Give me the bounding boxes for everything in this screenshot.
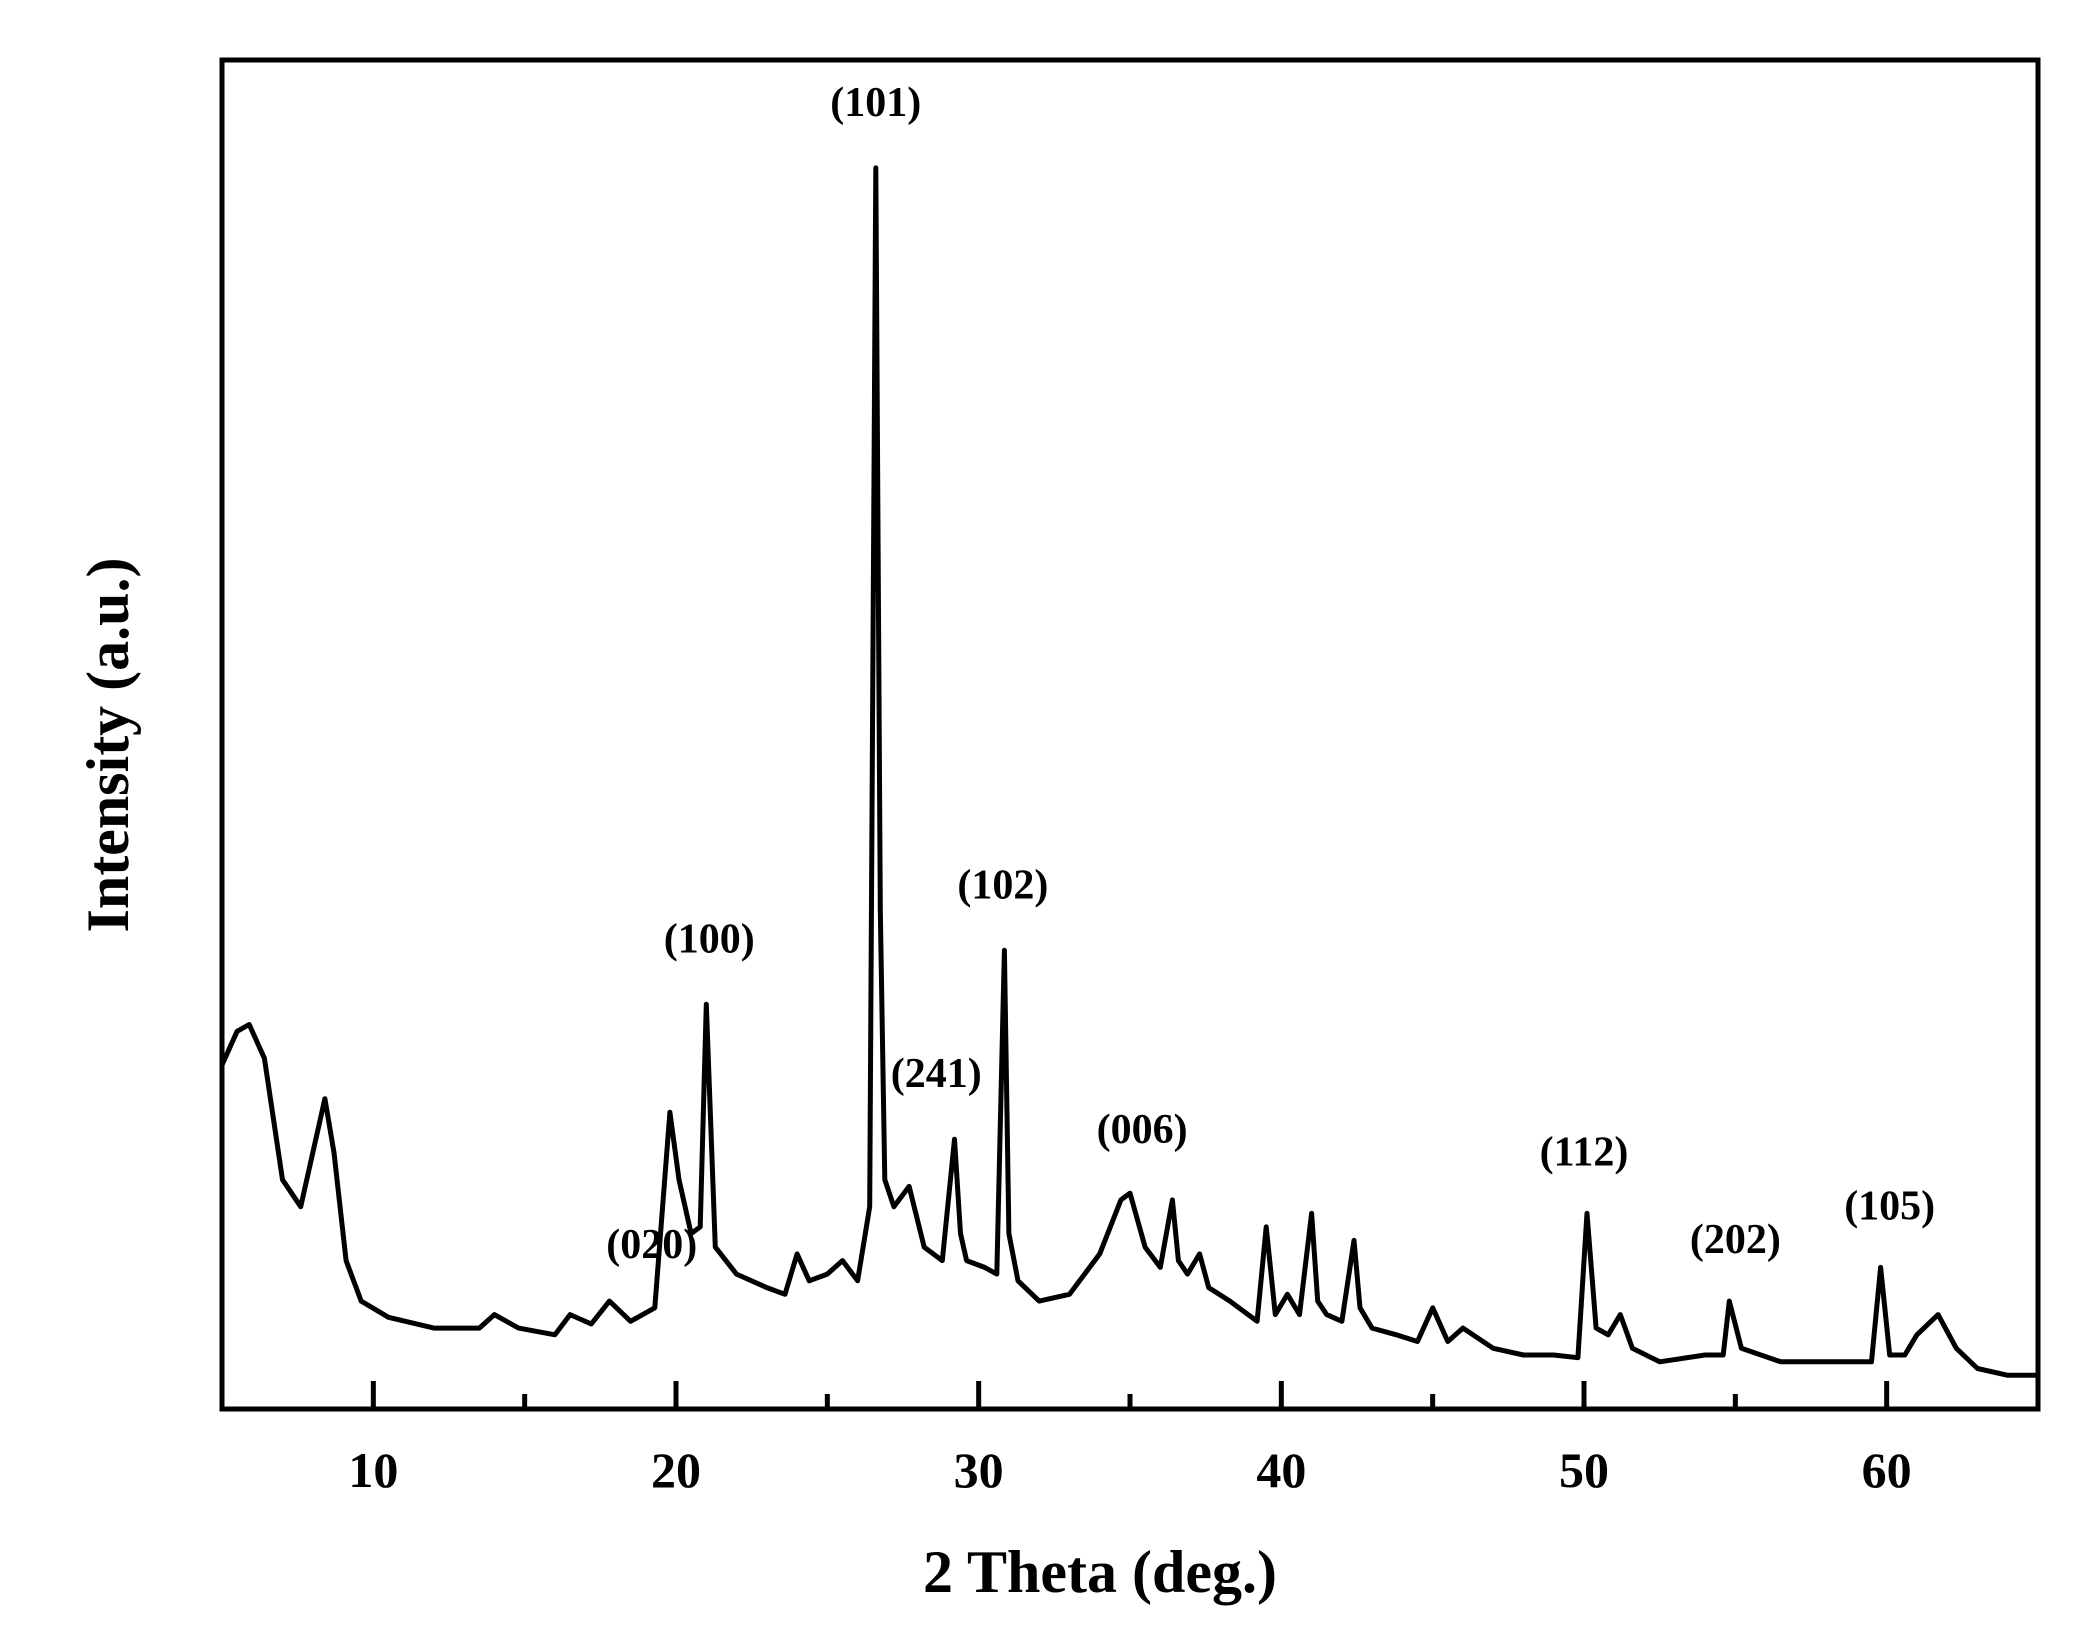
- x-axis-tick-labels: 10 20 30 40 50 60: [348, 1442, 1911, 1498]
- x-tick-label-40: 40: [1256, 1442, 1306, 1498]
- plot-frame: [219, 57, 2041, 1412]
- y-axis-label: Intensity (a.u.): [75, 557, 141, 932]
- peak-label-6: (112): [1540, 1129, 1629, 1175]
- peak-label-0: (101): [830, 80, 921, 126]
- peak-label-5: (006): [1097, 1107, 1188, 1153]
- peak-label-3: (241): [891, 1051, 982, 1097]
- x-tick-label-10: 10: [348, 1442, 398, 1498]
- x-axis-label: 2 Theta (deg.): [923, 1539, 1277, 1605]
- series-line: [219, 165, 2038, 1378]
- x-tick-label-50: 50: [1559, 1442, 1609, 1498]
- x-tick-label-60: 60: [1862, 1442, 1912, 1498]
- peak-label-4: (102): [957, 862, 1048, 908]
- peak-label-7: (202): [1690, 1217, 1781, 1263]
- peak-annotations: (101) (100) (020) (241) (102) (006) (112) (202)…: [606, 80, 1935, 1268]
- peak-label-8: (105): [1844, 1183, 1935, 1229]
- peak-label-1: (100): [664, 916, 755, 962]
- x-tick-label-30: 30: [954, 1442, 1004, 1498]
- x-tick-label-20: 20: [651, 1442, 701, 1498]
- x-axis-ticks: [370, 1381, 1890, 1409]
- peak-label-2: (020): [606, 1222, 697, 1268]
